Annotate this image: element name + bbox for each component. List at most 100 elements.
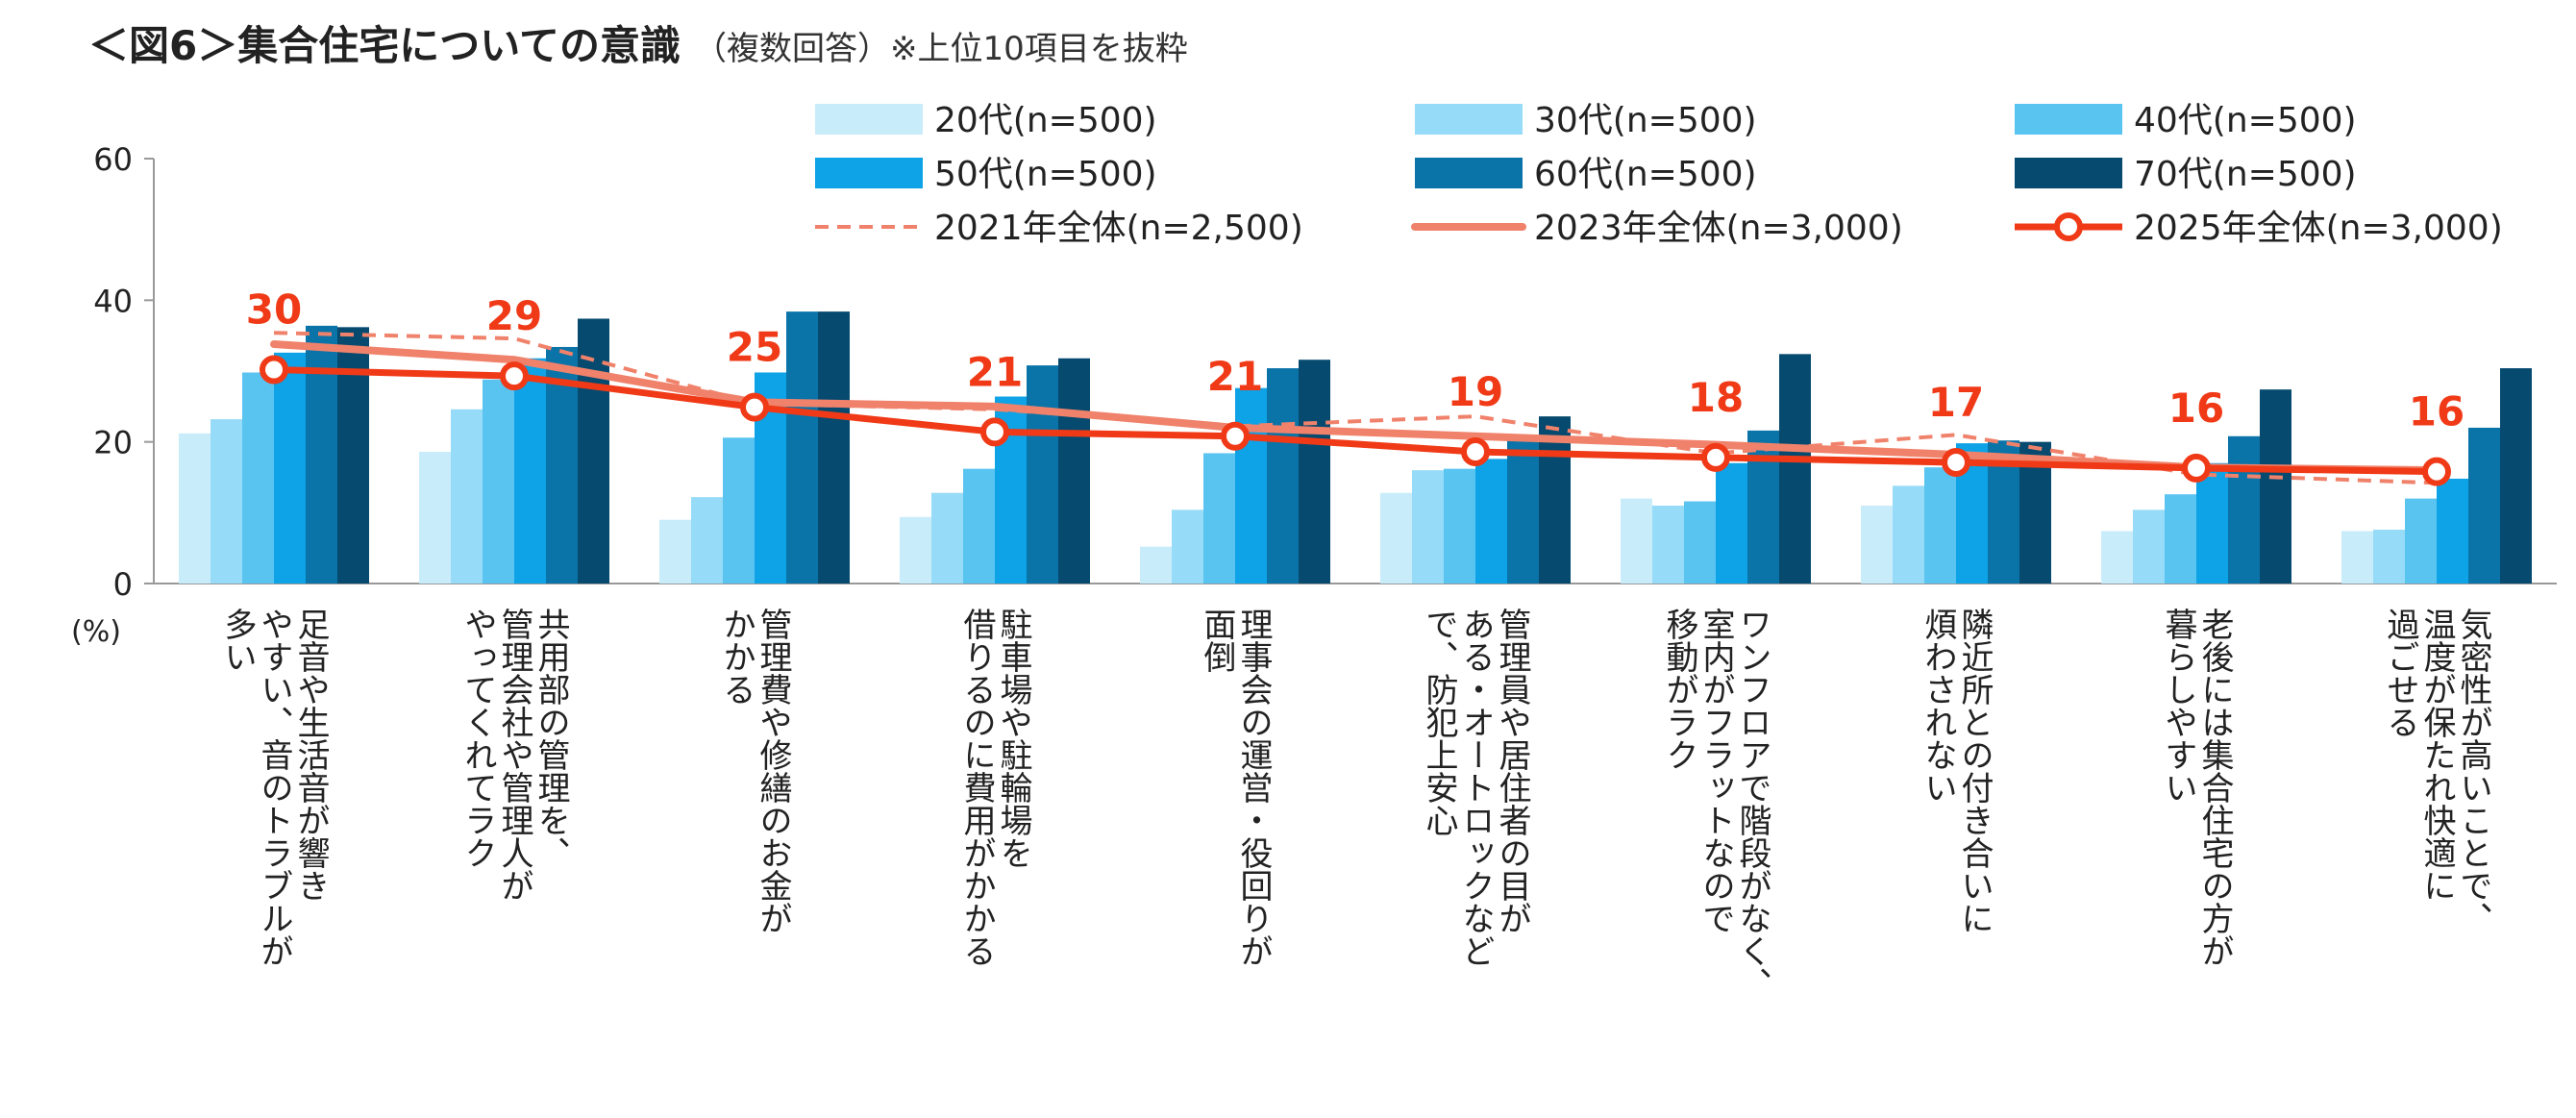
bar: [1235, 387, 1267, 584]
legend-label: 40代(n=500): [2134, 101, 2357, 140]
legend-label: 20代(n=500): [934, 101, 1157, 140]
x-tick-label-line: 足音や生活音が響き: [291, 608, 330, 902]
legend-label: 2021年全体(n=2,500): [934, 209, 1303, 248]
data-point: [1461, 436, 1490, 466]
data-label: 16: [2409, 388, 2465, 435]
legend: 20代(n=500) 30代(n=500) 40代(n=500) 50代(n=500)…: [815, 101, 2503, 248]
series-line-2023: [270, 340, 2440, 475]
bar: [483, 379, 514, 584]
bar: [963, 468, 995, 584]
data-point: [500, 361, 529, 391]
legend-label: 60代(n=500): [1534, 155, 1757, 194]
x-tick-label-line: 煩わされない: [1919, 608, 1957, 804]
y-tick-label: 20: [93, 425, 133, 461]
x-tick-label-line: ある・オートロックなど: [1456, 608, 1495, 967]
x-tick-label-line: 面倒: [1198, 608, 1236, 673]
legend-label: 50代(n=500): [934, 155, 1157, 194]
chart-title: ＜図6＞集合住宅についての意識 （複数回答）※上位10項目を抜粋: [88, 22, 1188, 69]
bar: [179, 433, 211, 584]
legend-swatch: [815, 104, 923, 135]
bar: [451, 409, 483, 584]
bar: [1924, 467, 1956, 584]
bar: [1475, 459, 1507, 584]
legend-label: 2023年全体(n=3,000): [1534, 209, 1903, 248]
data-label: 21: [967, 348, 1023, 395]
data-point: [1942, 448, 1970, 478]
x-tick-label-line: 温度が保たれ快適に: [2417, 608, 2456, 902]
bar: [2341, 531, 2373, 584]
x-tick-label-line: 老後には集合住宅の方が: [2195, 608, 2234, 967]
data-label: 30: [246, 286, 302, 334]
legend-label: 30代(n=500): [1534, 101, 1757, 140]
bar: [1380, 492, 1412, 584]
data-label: 25: [727, 324, 782, 371]
bar: [274, 352, 306, 584]
bar: [1621, 498, 1652, 584]
legend-swatch: [1415, 104, 1523, 135]
x-tick-label-line: 借りるのに費用がかかる: [957, 608, 996, 967]
bar: [419, 451, 451, 584]
bar: [1684, 501, 1716, 584]
data-labels-group: 30 29 25 21 21 19 18 17 16 16: [246, 286, 2465, 435]
legend-label: 70代(n=500): [2134, 155, 2357, 194]
bar: [1412, 470, 1444, 584]
bar: [2165, 494, 2196, 584]
legend-marker: [2054, 212, 2083, 241]
data-label: 18: [1688, 374, 1744, 421]
bar: [1861, 505, 1893, 584]
x-tick-label-line: 過ごせる: [2381, 608, 2419, 738]
series-line-2021: [273, 331, 2438, 485]
bar: [211, 419, 242, 584]
bar: [2196, 462, 2228, 584]
bar: [1058, 358, 1090, 584]
y-tick-label: 60: [93, 141, 133, 178]
bar: [2405, 498, 2437, 584]
x-tick-label-line: 多い: [218, 608, 257, 673]
data-point: [740, 392, 769, 422]
bar: [818, 311, 850, 584]
data-point: [2182, 453, 2211, 483]
chart-title-subtitle: （複数回答）※上位10項目を抜粋: [694, 30, 1188, 68]
bar: [1716, 462, 1747, 584]
bar: [691, 497, 723, 584]
data-point: [260, 355, 288, 385]
bar: [1652, 505, 1684, 584]
legend-swatch: [2015, 158, 2122, 188]
x-tick-label-line: 室内がフラットなので: [1697, 608, 1735, 934]
bar: [1203, 453, 1235, 584]
y-tick-label: 0: [113, 566, 133, 603]
data-point: [2422, 457, 2451, 486]
x-tick-label-line: 管理会社や管理人が: [495, 608, 533, 902]
bar: [2101, 531, 2133, 584]
bar: [514, 358, 546, 584]
bar: [659, 519, 691, 584]
bar: [2228, 435, 2260, 584]
bar: [1747, 430, 1779, 584]
bar: [2373, 530, 2405, 584]
bar: [1027, 365, 1058, 584]
data-label: 19: [1448, 368, 1503, 415]
bar: [1507, 440, 1539, 584]
data-label: 17: [1928, 379, 1984, 426]
bar: [1779, 354, 1811, 584]
bar-series-group: [179, 311, 2532, 584]
line-series-group: [260, 331, 2451, 486]
bar: [337, 327, 369, 584]
x-tick-label-line: 隣近所との付き合いに: [1955, 608, 1994, 934]
x-tick-label-line: で、防犯上安心: [1420, 608, 1458, 836]
bar: [2260, 389, 2291, 584]
bar: [2500, 368, 2532, 584]
bar: [723, 437, 755, 584]
legend-swatch: [1415, 158, 1523, 188]
series-line-2025: [273, 366, 2438, 476]
chart-title-main: ＜図6＞集合住宅についての意識: [88, 22, 681, 69]
x-tick-label-line: ワンフロアで階段がなく、: [1733, 608, 1771, 1000]
